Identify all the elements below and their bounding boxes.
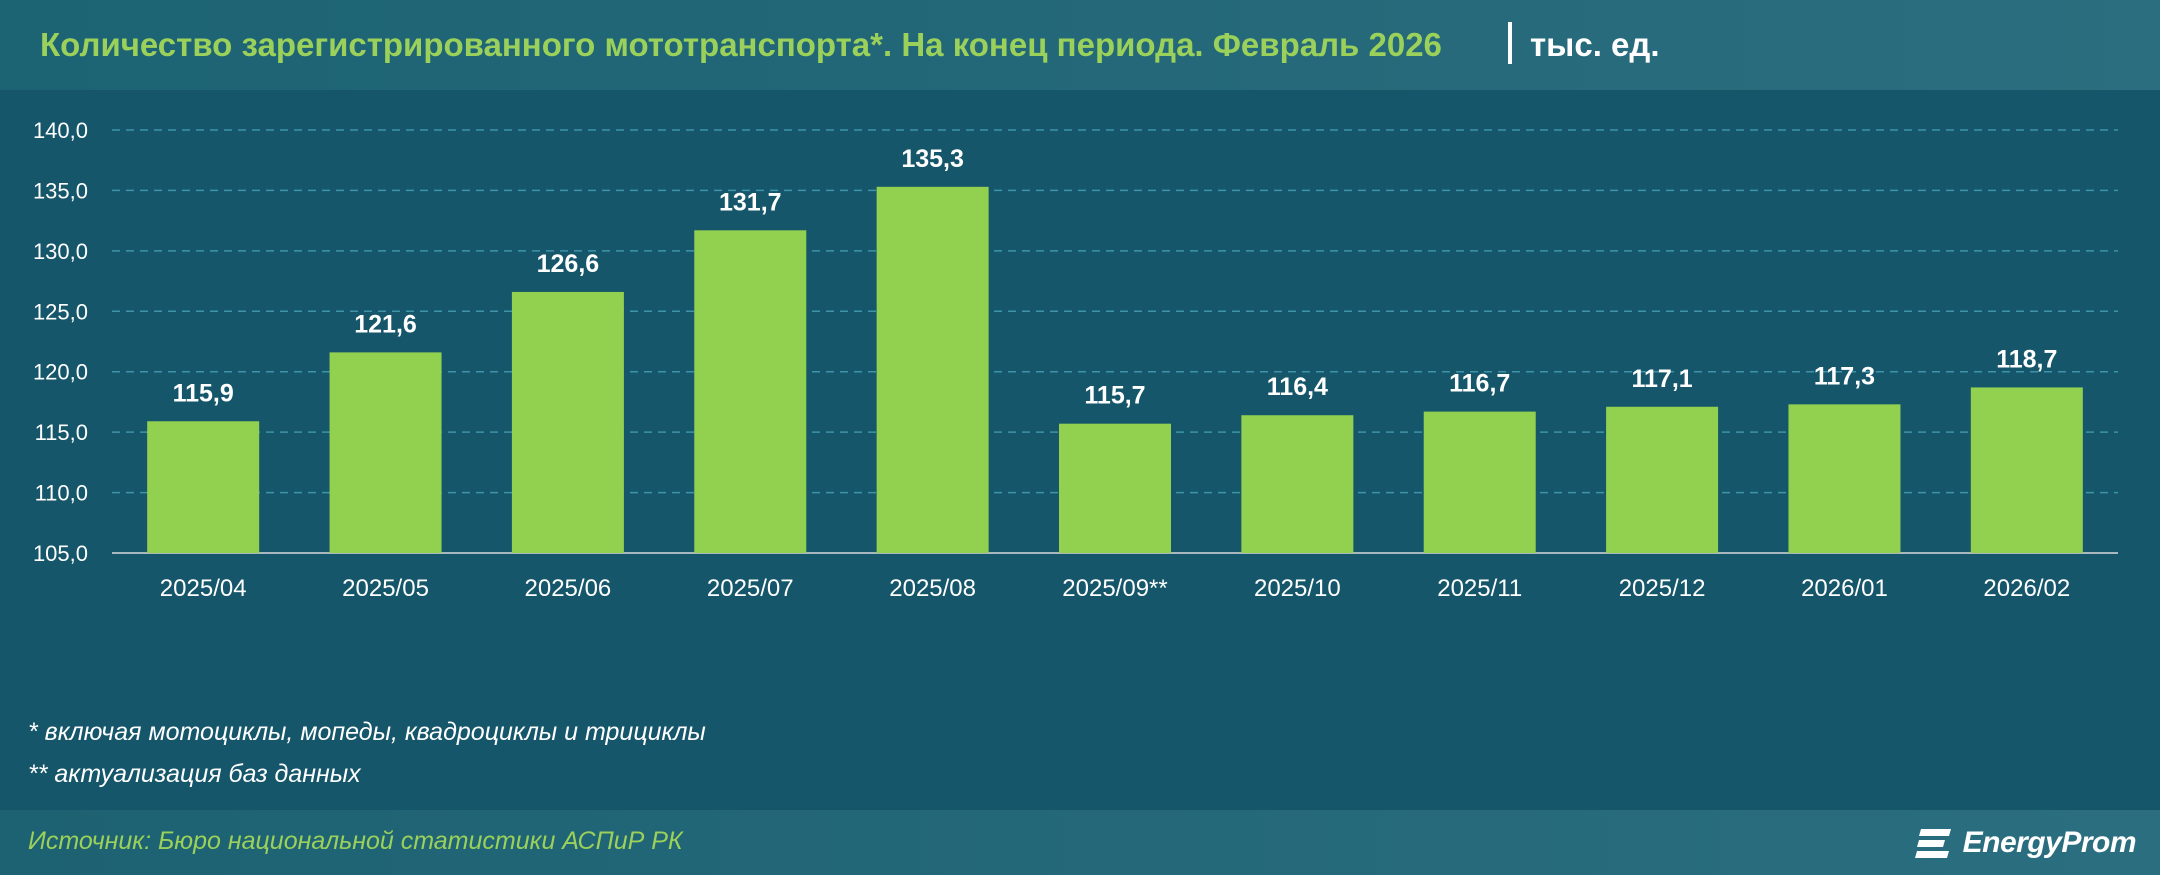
bar <box>1970 387 2083 553</box>
data-label: 115,7 <box>1084 382 1145 410</box>
y-tick-label: 115,0 <box>35 420 88 445</box>
bar <box>694 230 807 553</box>
source-note: Источник: Бюро национальной статистики А… <box>28 827 683 855</box>
bar <box>1059 423 1171 553</box>
data-label: 116,4 <box>1267 373 1328 401</box>
y-tick-label: 135,0 <box>33 178 88 203</box>
bar <box>1606 406 1719 553</box>
bar <box>1788 404 1901 553</box>
x-tick-label: 2025/06 <box>525 575 612 602</box>
data-label: 126,6 <box>537 250 600 278</box>
bar <box>147 421 260 553</box>
footnote-2: ** актуализация баз данных <box>28 760 361 788</box>
data-label: 116,7 <box>1449 370 1510 398</box>
x-tick-label: 2025/11 <box>1437 575 1522 602</box>
bar <box>1423 411 1536 553</box>
x-tick-label: 2025/07 <box>707 575 794 602</box>
data-label: 117,3 <box>1814 362 1875 390</box>
bar <box>329 352 442 553</box>
data-label: 135,3 <box>901 145 964 173</box>
bar <box>511 291 624 553</box>
unit-separator <box>1508 22 1512 64</box>
footer-bar: Источник: Бюро национальной статистики А… <box>0 810 2160 875</box>
energyprom-logo: EnergyProm <box>1914 820 2137 866</box>
chart-area: 105,0 110,0 115,0 120,0 125,0 130,0 135,0 140,0… <box>0 90 2160 810</box>
y-tick-label: 140,0 <box>33 118 88 143</box>
x-tick-label: 2025/09** <box>1062 575 1167 602</box>
y-tick-label: 125,0 <box>33 299 88 324</box>
energyprom-logo-icon <box>1914 829 1951 858</box>
bar <box>876 186 989 553</box>
data-label: 131,7 <box>719 188 782 216</box>
logo-text: EnergyProm <box>1962 826 2137 859</box>
x-tick-label: 2026/01 <box>1801 575 1888 602</box>
data-label: 118,7 <box>1996 345 2057 373</box>
chart-title: Количество зарегистрированного мототранс… <box>40 26 1442 63</box>
x-tick-label: 2025/08 <box>889 575 976 602</box>
x-tick-label: 2025/05 <box>342 575 429 602</box>
unit-label: тыс. ед. <box>1530 26 1660 63</box>
x-tick-label: 2025/04 <box>160 575 247 602</box>
y-tick-label: 105,0 <box>33 541 88 566</box>
y-tick-label: 130,0 <box>33 239 88 264</box>
header-bar: Количество зарегистрированного мототранс… <box>0 0 2160 90</box>
y-tick-label: 110,0 <box>35 481 88 506</box>
x-tick-label: 2026/02 <box>1983 575 2070 602</box>
x-tick-label: 2025/12 <box>1619 575 1706 602</box>
bar-chart: 105,0 110,0 115,0 120,0 125,0 130,0 135,0 140,0… <box>33 118 2118 602</box>
bar <box>1241 415 1354 553</box>
data-label: 117,1 <box>1631 365 1692 393</box>
data-label: 115,9 <box>173 379 234 407</box>
y-tick-label: 120,0 <box>33 360 88 385</box>
x-tick-label: 2025/10 <box>1254 575 1341 602</box>
footnote-1: * включая мотоциклы, мопеды, квадроциклы… <box>28 718 706 746</box>
data-label: 121,6 <box>354 310 417 338</box>
